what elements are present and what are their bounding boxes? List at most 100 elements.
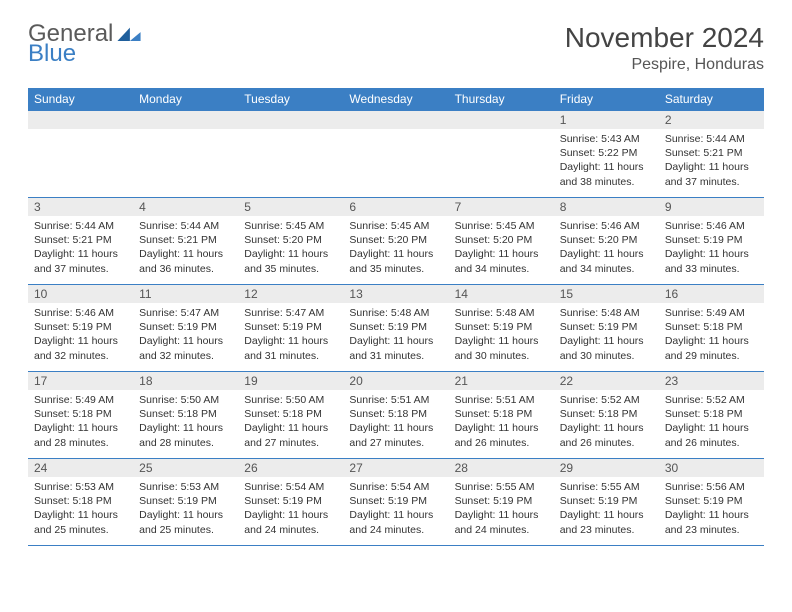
sunset: Sunset: 5:18 PM	[560, 407, 653, 421]
day-number: 18	[133, 372, 238, 390]
sunrise: Sunrise: 5:50 AM	[244, 393, 337, 407]
day-number: 20	[343, 372, 448, 390]
sunrise: Sunrise: 5:55 AM	[455, 480, 548, 494]
sunset: Sunset: 5:18 PM	[349, 407, 442, 421]
day-number: 16	[659, 285, 764, 303]
day-details: Sunrise: 5:47 AMSunset: 5:19 PMDaylight:…	[133, 303, 238, 368]
empty-cell	[133, 111, 238, 198]
daylight: Daylight: 11 hours and 26 minutes.	[455, 421, 548, 449]
daylight: Daylight: 11 hours and 24 minutes.	[244, 508, 337, 536]
empty-cell	[28, 111, 133, 198]
sunset: Sunset: 5:20 PM	[349, 233, 442, 247]
sunset: Sunset: 5:19 PM	[455, 320, 548, 334]
page-title: November 2024	[565, 22, 764, 54]
sunset: Sunset: 5:18 PM	[34, 494, 127, 508]
day-cell: 19Sunrise: 5:50 AMSunset: 5:18 PMDayligh…	[238, 372, 343, 459]
day-number: 23	[659, 372, 764, 390]
sunrise: Sunrise: 5:54 AM	[244, 480, 337, 494]
day-cell: 7Sunrise: 5:45 AMSunset: 5:20 PMDaylight…	[449, 198, 554, 285]
day-details: Sunrise: 5:46 AMSunset: 5:19 PMDaylight:…	[659, 216, 764, 281]
day-cell: 2Sunrise: 5:44 AMSunset: 5:21 PMDaylight…	[659, 111, 764, 198]
day-cell: 6Sunrise: 5:45 AMSunset: 5:20 PMDaylight…	[343, 198, 448, 285]
sunset: Sunset: 5:19 PM	[244, 494, 337, 508]
day-number: 17	[28, 372, 133, 390]
day-cell: 27Sunrise: 5:54 AMSunset: 5:19 PMDayligh…	[343, 459, 448, 546]
day-number: 30	[659, 459, 764, 477]
empty-cell	[449, 111, 554, 198]
sunrise: Sunrise: 5:49 AM	[34, 393, 127, 407]
day-number: 25	[133, 459, 238, 477]
sunset: Sunset: 5:19 PM	[665, 233, 758, 247]
sunset: Sunset: 5:19 PM	[34, 320, 127, 334]
sunset: Sunset: 5:19 PM	[244, 320, 337, 334]
day-cell: 25Sunrise: 5:53 AMSunset: 5:19 PMDayligh…	[133, 459, 238, 546]
day-details: Sunrise: 5:49 AMSunset: 5:18 PMDaylight:…	[28, 390, 133, 455]
day-cell: 26Sunrise: 5:54 AMSunset: 5:19 PMDayligh…	[238, 459, 343, 546]
day-number: 27	[343, 459, 448, 477]
sunset: Sunset: 5:19 PM	[349, 494, 442, 508]
title-block: November 2024 Pespire, Honduras	[565, 22, 764, 74]
sunset: Sunset: 5:18 PM	[34, 407, 127, 421]
sunset: Sunset: 5:19 PM	[139, 320, 232, 334]
sunset: Sunset: 5:19 PM	[560, 494, 653, 508]
location: Pespire, Honduras	[565, 56, 764, 74]
day-cell: 20Sunrise: 5:51 AMSunset: 5:18 PMDayligh…	[343, 372, 448, 459]
sunrise: Sunrise: 5:44 AM	[665, 132, 758, 146]
calendar-table: SundayMondayTuesdayWednesdayThursdayFrid…	[28, 88, 764, 546]
daylight: Daylight: 11 hours and 29 minutes.	[665, 334, 758, 362]
weekday-tuesday: Tuesday	[238, 88, 343, 111]
sunset: Sunset: 5:19 PM	[139, 494, 232, 508]
sunrise: Sunrise: 5:45 AM	[349, 219, 442, 233]
sunset: Sunset: 5:18 PM	[665, 320, 758, 334]
daylight: Daylight: 11 hours and 24 minutes.	[455, 508, 548, 536]
day-cell: 5Sunrise: 5:45 AMSunset: 5:20 PMDaylight…	[238, 198, 343, 285]
daylight: Daylight: 11 hours and 25 minutes.	[139, 508, 232, 536]
day-cell: 18Sunrise: 5:50 AMSunset: 5:18 PMDayligh…	[133, 372, 238, 459]
day-cell: 14Sunrise: 5:48 AMSunset: 5:19 PMDayligh…	[449, 285, 554, 372]
calendar-row: 1Sunrise: 5:43 AMSunset: 5:22 PMDaylight…	[28, 111, 764, 198]
sunset: Sunset: 5:19 PM	[349, 320, 442, 334]
day-details: Sunrise: 5:44 AMSunset: 5:21 PMDaylight:…	[28, 216, 133, 281]
sunrise: Sunrise: 5:53 AM	[34, 480, 127, 494]
sunset: Sunset: 5:18 PM	[665, 407, 758, 421]
daylight: Daylight: 11 hours and 27 minutes.	[244, 421, 337, 449]
weekday-saturday: Saturday	[659, 88, 764, 111]
day-details: Sunrise: 5:48 AMSunset: 5:19 PMDaylight:…	[554, 303, 659, 368]
daylight: Daylight: 11 hours and 27 minutes.	[349, 421, 442, 449]
day-details: Sunrise: 5:54 AMSunset: 5:19 PMDaylight:…	[343, 477, 448, 542]
day-cell: 13Sunrise: 5:48 AMSunset: 5:19 PMDayligh…	[343, 285, 448, 372]
daylight: Daylight: 11 hours and 35 minutes.	[244, 247, 337, 275]
day-number: 1	[554, 111, 659, 129]
daylight: Daylight: 11 hours and 37 minutes.	[34, 247, 127, 275]
daylight: Daylight: 11 hours and 35 minutes.	[349, 247, 442, 275]
daylight: Daylight: 11 hours and 38 minutes.	[560, 160, 653, 188]
day-details: Sunrise: 5:48 AMSunset: 5:19 PMDaylight:…	[343, 303, 448, 368]
logo-mark-icon	[117, 20, 141, 47]
daylight: Daylight: 11 hours and 28 minutes.	[139, 421, 232, 449]
day-number: 24	[28, 459, 133, 477]
sunrise: Sunrise: 5:47 AM	[244, 306, 337, 320]
day-number: 3	[28, 198, 133, 216]
sunrise: Sunrise: 5:56 AM	[665, 480, 758, 494]
day-number: 4	[133, 198, 238, 216]
sunrise: Sunrise: 5:48 AM	[560, 306, 653, 320]
sunrise: Sunrise: 5:47 AM	[139, 306, 232, 320]
day-details: Sunrise: 5:45 AMSunset: 5:20 PMDaylight:…	[343, 216, 448, 281]
day-details: Sunrise: 5:55 AMSunset: 5:19 PMDaylight:…	[449, 477, 554, 542]
day-details: Sunrise: 5:46 AMSunset: 5:20 PMDaylight:…	[554, 216, 659, 281]
day-details: Sunrise: 5:45 AMSunset: 5:20 PMDaylight:…	[449, 216, 554, 281]
day-details: Sunrise: 5:51 AMSunset: 5:18 PMDaylight:…	[343, 390, 448, 455]
day-number: 19	[238, 372, 343, 390]
day-cell: 1Sunrise: 5:43 AMSunset: 5:22 PMDaylight…	[554, 111, 659, 198]
calendar-row: 3Sunrise: 5:44 AMSunset: 5:21 PMDaylight…	[28, 198, 764, 285]
day-number: 7	[449, 198, 554, 216]
calendar-body: 1Sunrise: 5:43 AMSunset: 5:22 PMDaylight…	[28, 111, 764, 546]
weekday-wednesday: Wednesday	[343, 88, 448, 111]
day-number: 5	[238, 198, 343, 216]
day-cell: 16Sunrise: 5:49 AMSunset: 5:18 PMDayligh…	[659, 285, 764, 372]
sunrise: Sunrise: 5:48 AM	[349, 306, 442, 320]
day-cell: 30Sunrise: 5:56 AMSunset: 5:19 PMDayligh…	[659, 459, 764, 546]
day-cell: 8Sunrise: 5:46 AMSunset: 5:20 PMDaylight…	[554, 198, 659, 285]
sunrise: Sunrise: 5:45 AM	[455, 219, 548, 233]
sunrise: Sunrise: 5:52 AM	[665, 393, 758, 407]
